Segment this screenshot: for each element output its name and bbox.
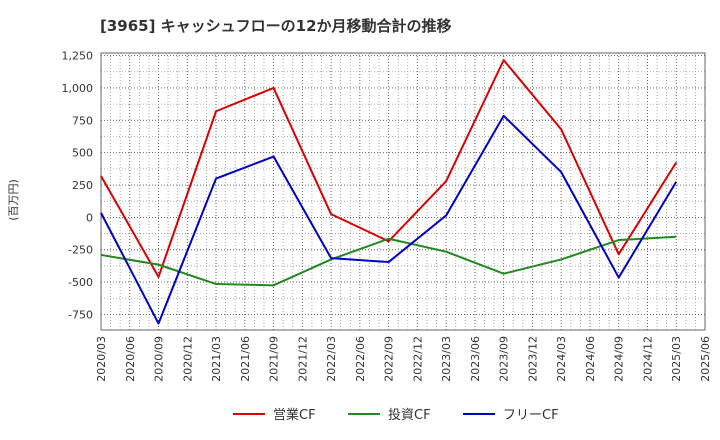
y-axis: 1,250 1,000 750 500 250 0 -250 -500 -750 <box>62 50 94 322</box>
x-tick-label: 2021/12 <box>296 336 309 382</box>
plot-frame <box>100 52 706 331</box>
legend-label: 投資CF <box>388 407 431 423</box>
series-line <box>100 235 677 287</box>
plot-area <box>101 53 705 330</box>
y-axis-label: (百万円) <box>7 179 20 221</box>
x-tick-label: 2025/03 <box>670 336 683 382</box>
x-tick-label: 2024/09 <box>613 336 626 382</box>
chart-title: [3965] キャッシュフローの12か月移動合計の推移 <box>100 17 452 35</box>
x-axis: 2020/03 2020/06 2020/09 2020/12 2021/03 2021/… <box>95 336 712 382</box>
x-tick-label: 2020/12 <box>181 336 194 382</box>
legend-label: フリーCF <box>503 408 559 423</box>
x-tick-label: 2023/12 <box>526 336 539 382</box>
legend: 営業CF 投資CF フリーCF <box>233 407 559 423</box>
x-tick-label: 2022/12 <box>411 336 424 382</box>
y-tick-label: 500 <box>72 147 93 160</box>
x-tick-label: 2020/06 <box>124 336 137 382</box>
y-tick-label: 1,250 <box>62 50 94 63</box>
x-tick-label: 2023/03 <box>440 336 453 382</box>
x-tick-label: 2024/12 <box>641 336 654 382</box>
grid <box>100 52 706 331</box>
legend-label: 営業CF <box>273 407 316 423</box>
x-tick-label: 2022/09 <box>383 336 396 382</box>
x-tick-label: 2022/03 <box>325 336 338 382</box>
y-tick-label: 0 <box>86 211 93 224</box>
y-tick-label: 250 <box>72 179 93 192</box>
x-tick-label: 2020/03 <box>95 336 108 382</box>
x-tick-label: 2024/06 <box>584 336 597 382</box>
y-tick-label: 750 <box>72 114 93 127</box>
series-lines <box>100 59 678 325</box>
series-line <box>100 114 678 325</box>
series-line <box>100 59 678 278</box>
x-tick-label: 2021/06 <box>239 336 252 382</box>
y-tick-label: -500 <box>68 276 93 289</box>
x-tick-label: 2022/06 <box>354 336 367 382</box>
x-tick-label: 2023/06 <box>469 336 482 382</box>
x-tick-label: 2020/09 <box>153 336 166 382</box>
x-tick-label: 2025/06 <box>699 336 712 382</box>
x-tick-label: 2023/09 <box>498 336 511 382</box>
y-tick-label: 1,000 <box>62 82 94 95</box>
y-tick-label: -750 <box>68 308 93 321</box>
y-tick-label: -250 <box>68 244 93 257</box>
x-tick-label: 2021/09 <box>268 336 281 382</box>
x-tick-label: 2021/03 <box>210 336 223 382</box>
x-tick-label: 2024/03 <box>555 336 568 382</box>
